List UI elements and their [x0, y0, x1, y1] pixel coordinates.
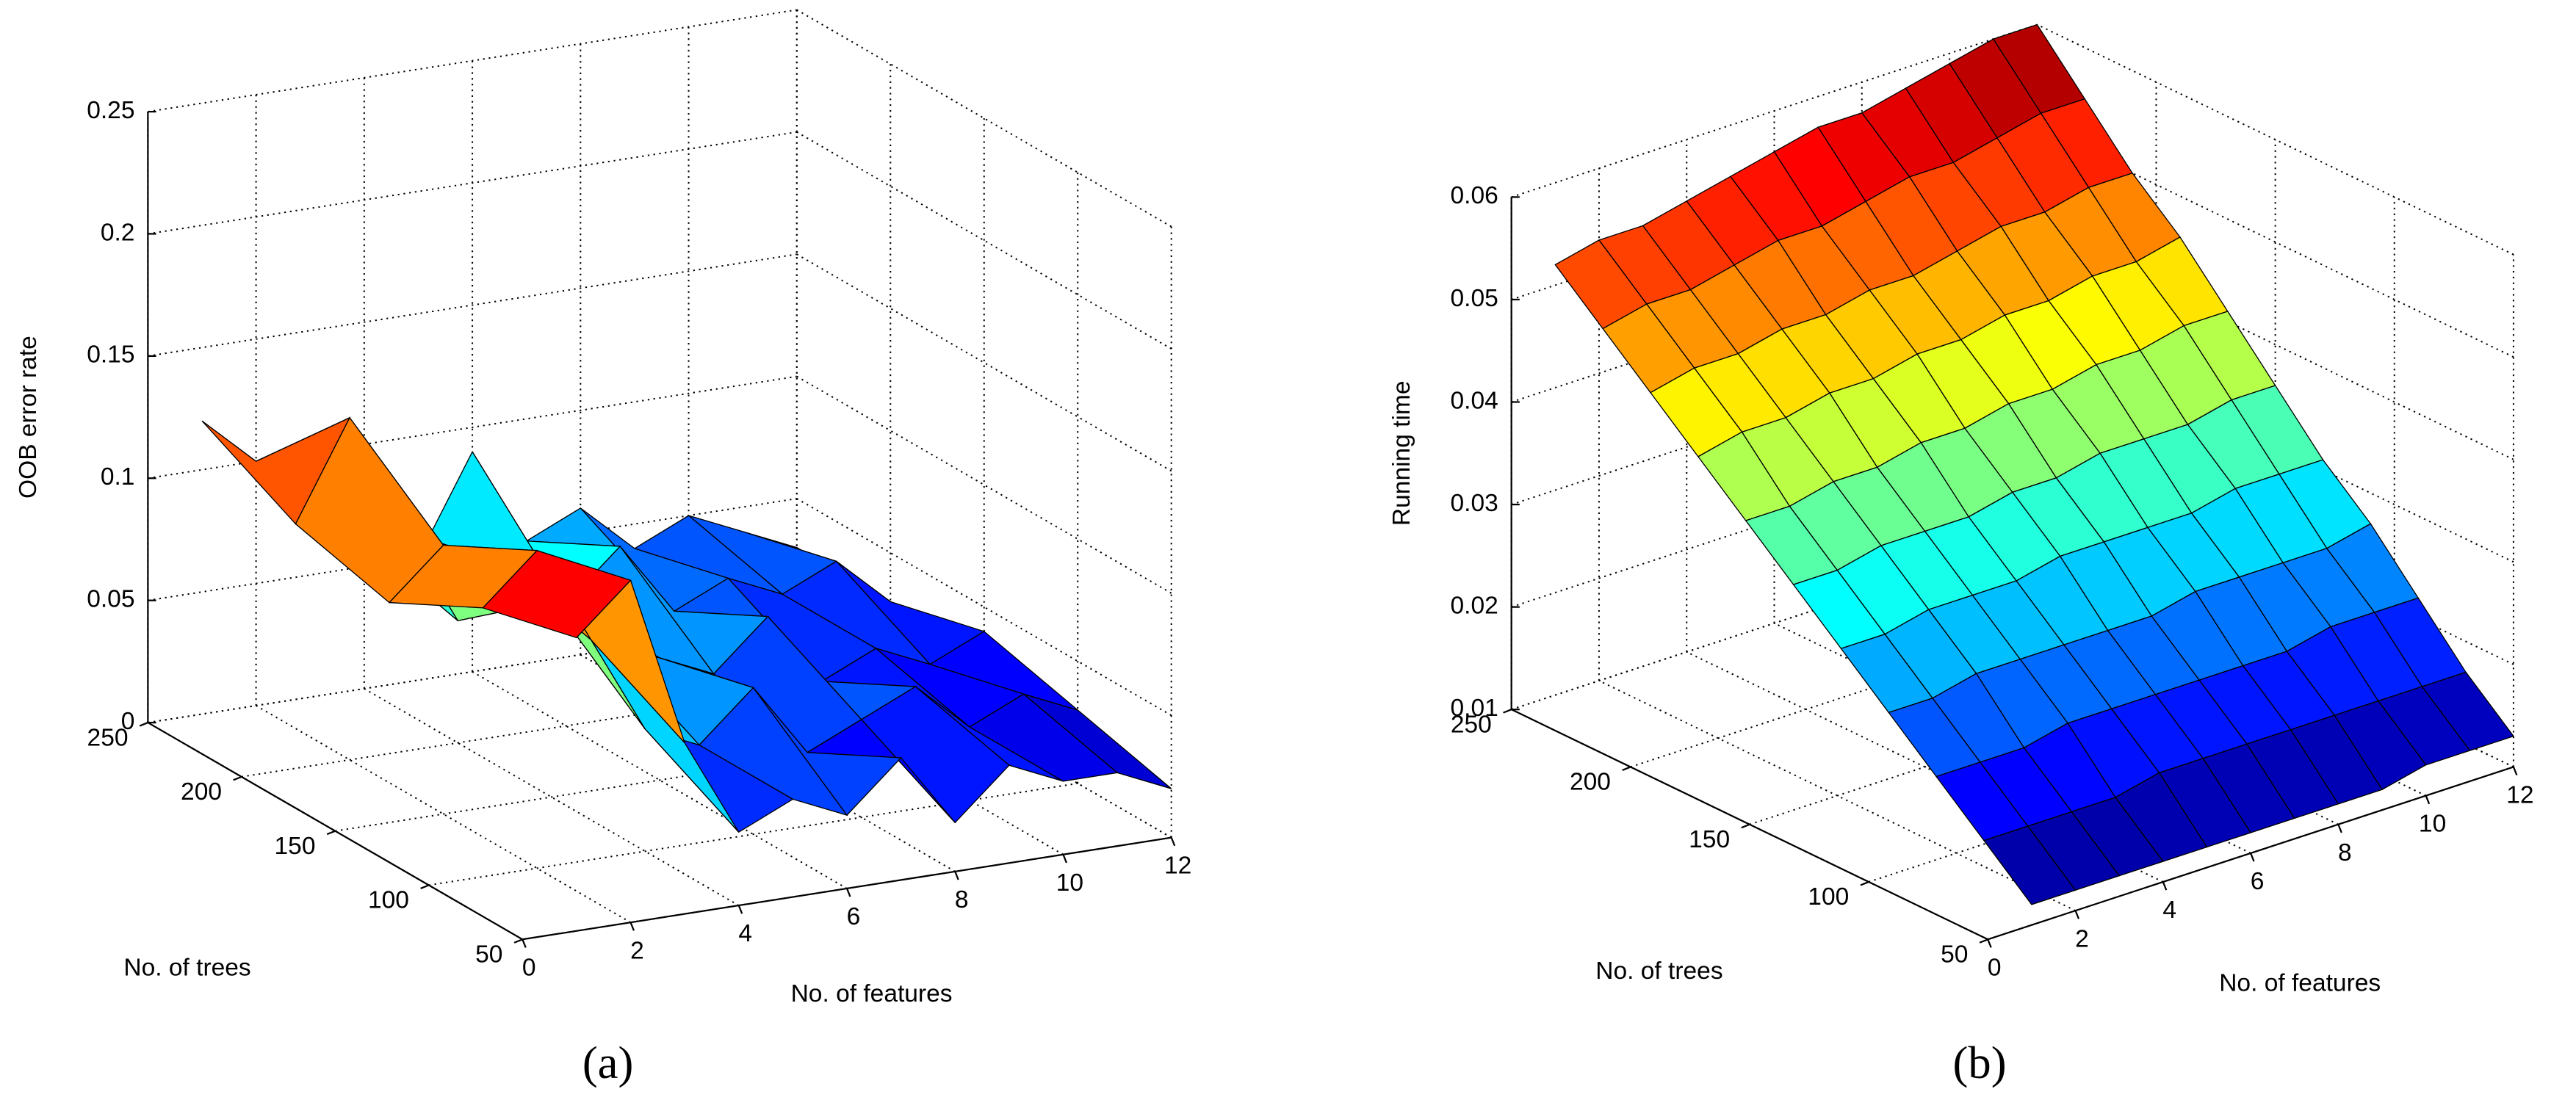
- y-tick: [513, 938, 523, 944]
- x-tick: [522, 938, 527, 948]
- grid-line: [796, 375, 1172, 594]
- y-tick-label: 50: [1941, 941, 1968, 969]
- x-tick: [2425, 795, 2431, 805]
- x-tick: [629, 922, 635, 931]
- y-tick: [420, 884, 430, 889]
- y-tick-label: 250: [87, 724, 129, 751]
- x-tick: [1987, 938, 1992, 948]
- z-tick-label: 0: [121, 708, 135, 735]
- x-tick-label: 6: [847, 903, 861, 930]
- z-axis-title: OOB error rate: [15, 336, 42, 499]
- z-tick-label: 0.02: [1451, 592, 1498, 619]
- z-tick-label: 0.01: [1451, 695, 1498, 722]
- x-tick: [845, 888, 851, 897]
- y-tick-label: 150: [1689, 826, 1730, 853]
- x-tick: [2074, 910, 2080, 919]
- grid-line: [2036, 126, 2514, 358]
- grid-line: [148, 9, 797, 113]
- y-tick: [1622, 766, 1631, 771]
- y-tick-label: 250: [1451, 711, 1492, 738]
- surface-patch: [482, 549, 632, 639]
- x-tick: [2512, 767, 2518, 776]
- x-tick-label: 10: [1056, 869, 1083, 897]
- x-axis-title: No. of features: [2219, 970, 2381, 997]
- z-tick-label: 0.04: [1451, 387, 1498, 414]
- y-tick-label: 150: [275, 833, 316, 860]
- x-tick: [2250, 853, 2255, 862]
- z-tick-label: 0.06: [1451, 182, 1498, 209]
- y-tick-label: 100: [368, 887, 409, 914]
- y-tick: [1741, 823, 1750, 829]
- y-tick: [1860, 880, 1869, 886]
- y-tick-label: 50: [475, 941, 502, 969]
- y-axis-title: No. of trees: [123, 954, 250, 981]
- x-tick: [2162, 881, 2168, 891]
- surface-patch: [1982, 825, 2077, 905]
- z-tick-label: 0.1: [101, 463, 135, 491]
- y-tick: [1979, 938, 1988, 944]
- y-tick-label: 200: [181, 778, 222, 806]
- z-tick-label: 0.25: [87, 97, 134, 124]
- x-tick-label: 0: [522, 954, 536, 981]
- y-tick-label: 200: [1570, 769, 1611, 796]
- grid-line: [796, 253, 1172, 472]
- x-tick-label: 8: [955, 886, 969, 913]
- z-tick-label: 0.05: [87, 586, 134, 613]
- x-tick-label: 6: [2251, 868, 2265, 895]
- x-tick-label: 12: [1164, 853, 1191, 880]
- grid-line: [2036, 228, 2514, 460]
- grid-line: [1511, 23, 2038, 198]
- z-tick-label: 0.03: [1451, 490, 1498, 517]
- x-tick: [737, 905, 743, 914]
- x-tick-label: 0: [1988, 954, 2002, 981]
- z-tick-label: 0.15: [87, 341, 134, 369]
- y-tick: [139, 722, 148, 727]
- x-tick: [954, 871, 959, 880]
- z-axis-title: Running time: [1388, 380, 1415, 526]
- x-tick-label: 2: [630, 937, 644, 964]
- grid-line: [148, 253, 797, 357]
- grid-line: [2036, 23, 2514, 256]
- x-tick-label: 12: [2506, 782, 2533, 809]
- x-tick: [2337, 824, 2342, 833]
- y-axis-title: No. of trees: [1595, 958, 1722, 985]
- x-tick-label: 2: [2075, 925, 2089, 952]
- x-tick-label: 4: [2162, 897, 2176, 924]
- x-tick-label: 8: [2338, 839, 2352, 866]
- x-tick-label: 10: [2419, 811, 2446, 838]
- x-tick-label: 4: [738, 920, 752, 947]
- y-tick: [233, 775, 242, 781]
- caption: (a): [582, 1037, 634, 1088]
- x-tick: [1170, 837, 1176, 847]
- z-tick-label: 0.2: [101, 219, 135, 246]
- x-axis-title: No. of features: [791, 980, 953, 1007]
- x-tick: [1062, 854, 1067, 864]
- y-tick-label: 100: [1808, 883, 1849, 911]
- z-tick-label: 0.05: [1451, 285, 1498, 312]
- y-tick: [1503, 709, 1512, 714]
- caption: (b): [1953, 1037, 2007, 1088]
- y-tick: [326, 830, 336, 836]
- grid-line: [148, 131, 797, 235]
